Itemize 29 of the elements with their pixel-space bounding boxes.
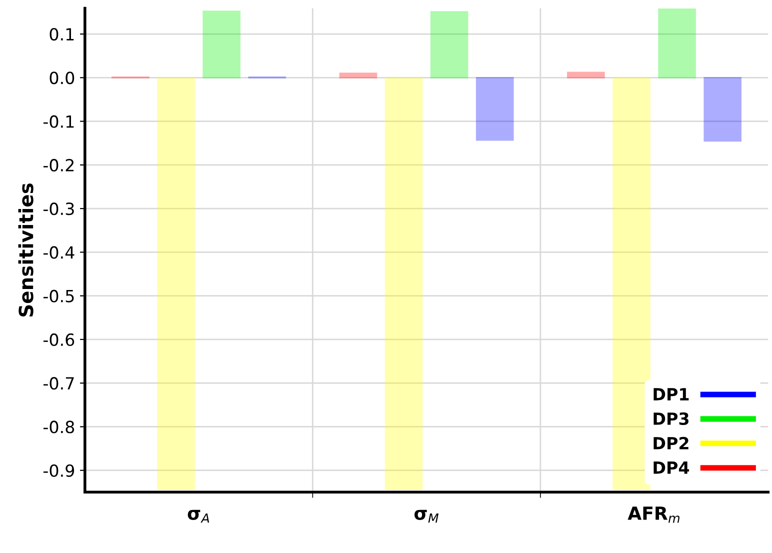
y-axis-title: Sensitivities — [18, 184, 34, 316]
x-tick-label: AFR$_{m}$ — [628, 506, 680, 523]
y-tick-label: -0.3 — [43, 202, 74, 216]
bar — [384, 76, 423, 490]
bar — [157, 76, 195, 490]
bar — [202, 10, 240, 78]
y-tick-label: -0.5 — [43, 290, 74, 302]
legend-label: DP2 — [654, 436, 688, 450]
bar — [476, 76, 514, 141]
y-tick-label: -0.9 — [43, 464, 74, 477]
bar — [612, 76, 650, 490]
x-tick-label: σ$_{A}$ — [188, 510, 210, 523]
y-tick-label: -0.1 — [43, 115, 74, 128]
legend-label: DP3 — [654, 412, 688, 426]
bar — [704, 76, 742, 142]
legend-label: DP1 — [654, 388, 689, 400]
y-tick-label: 0.0 — [50, 72, 74, 84]
legend-label: DP4 — [654, 462, 690, 474]
bar — [430, 11, 468, 78]
y-tick-label: 0.1 — [50, 28, 74, 41]
y-tick-label: -0.2 — [43, 158, 74, 172]
bar — [339, 72, 378, 78]
x-tick-label: σ$_{M}$ — [414, 510, 439, 523]
y-tick-label: -0.7 — [43, 377, 74, 390]
y-tick-label: -0.8 — [43, 420, 74, 434]
bar — [658, 8, 696, 78]
bar — [567, 72, 605, 78]
y-tick-label: -0.6 — [43, 333, 74, 346]
y-tick-label: -0.4 — [43, 246, 74, 259]
